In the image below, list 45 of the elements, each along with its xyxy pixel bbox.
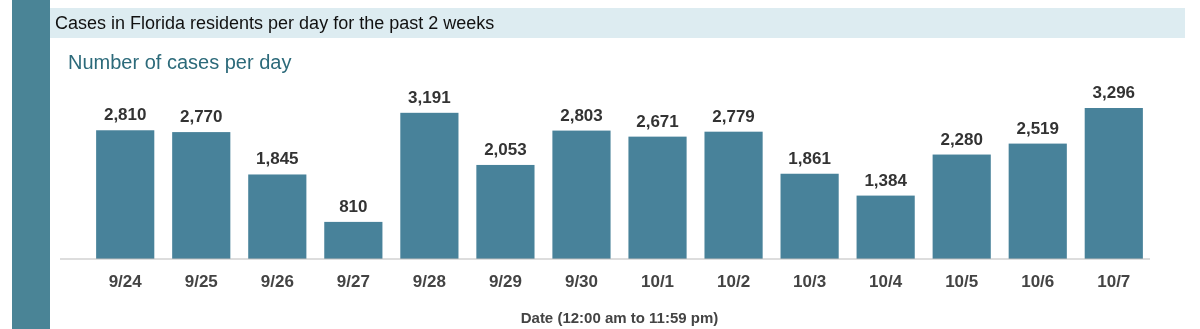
data-label: 1,384 [864,170,908,190]
data-label: 2,779 [712,106,755,126]
x-tick-label: 10/7 [1097,272,1131,291]
bar [324,221,383,259]
bar [780,173,839,259]
data-label: 2,671 [636,111,679,131]
x-tick-label: 10/5 [945,272,979,291]
bar [628,136,687,259]
bar [96,130,155,259]
bar [476,164,535,259]
x-tick-label: 10/3 [793,272,827,291]
bar [1008,143,1067,259]
bar [552,130,611,259]
x-tick-label: 10/2 [717,272,751,291]
bar [400,112,459,259]
bar [932,154,991,259]
data-label: 3,191 [408,87,451,107]
data-label: 1,845 [256,149,299,169]
data-label: 2,810 [103,105,147,125]
x-tick-label: 9/25 [184,272,218,291]
x-tick-label: 10/4 [869,272,903,291]
bar [704,131,763,259]
data-label: 2,770 [179,107,223,127]
x-axis-title: Date (12:00 am to 11:59 pm) [520,309,719,326]
x-tick-label: 10/1 [640,272,675,291]
data-label: 2,519 [1016,118,1060,138]
x-tick-label: 10/6 [1021,272,1055,291]
bar [856,195,915,259]
x-tick-label: 9/30 [564,272,599,291]
x-tick-label: 9/26 [260,272,294,291]
x-tick-label: 9/24 [108,272,143,291]
x-tick-label: 9/29 [488,272,522,291]
data-label: 2,053 [484,139,527,159]
chart-subtitle: Number of cases per day [68,51,292,73]
data-label: 1,861 [788,148,831,168]
data-label: 810 [339,196,368,216]
x-tick-label: 9/28 [412,272,446,291]
data-label: 2,803 [560,105,603,125]
bar [248,174,307,259]
chart-title: Cases in Florida residents per day for the past 2 weeks [55,13,495,33]
bar [172,132,231,259]
data-label: 3,296 [1092,83,1136,102]
bar [1084,108,1143,259]
data-label: 2,280 [940,129,983,149]
x-tick-label: 9/27 [336,272,370,291]
